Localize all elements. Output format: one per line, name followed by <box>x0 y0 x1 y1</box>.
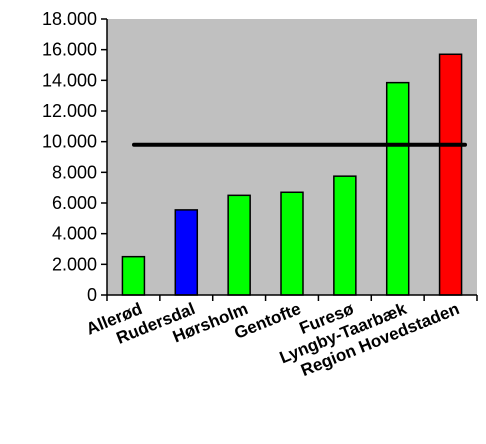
bars-group <box>121 53 463 296</box>
bar-1 <box>174 209 199 296</box>
y-tick-label-9: 18.000 <box>42 9 97 29</box>
y-tick-label-2: 4.000 <box>52 224 97 244</box>
bar-3 <box>280 191 304 296</box>
bar-0 <box>121 255 146 296</box>
y-tick-labels: 0 2.000 4.000 6.000 8.000 10.000 12.000 14.000 1… <box>42 9 97 305</box>
y-tick-label-7: 14.000 <box>42 70 97 90</box>
category-labels: AllerødRudersdalHørsholmGentofteFuresøLy… <box>84 299 463 380</box>
bar-5 <box>385 81 410 296</box>
y-tick-label-4: 8.000 <box>52 162 97 182</box>
bar-6 <box>438 53 463 296</box>
bar-2 <box>227 194 251 296</box>
y-tick-label-1: 2.000 <box>52 254 97 274</box>
axes-group <box>101 18 478 301</box>
y-tick-label-8: 16.000 <box>42 40 97 60</box>
bar-4 <box>333 175 357 296</box>
y-tick-label-0: 0 <box>87 285 97 305</box>
y-tick-label-3: 6.000 <box>52 193 97 213</box>
y-tick-label-5: 10.000 <box>42 132 97 152</box>
y-tick-label-6: 12.000 <box>42 101 97 121</box>
